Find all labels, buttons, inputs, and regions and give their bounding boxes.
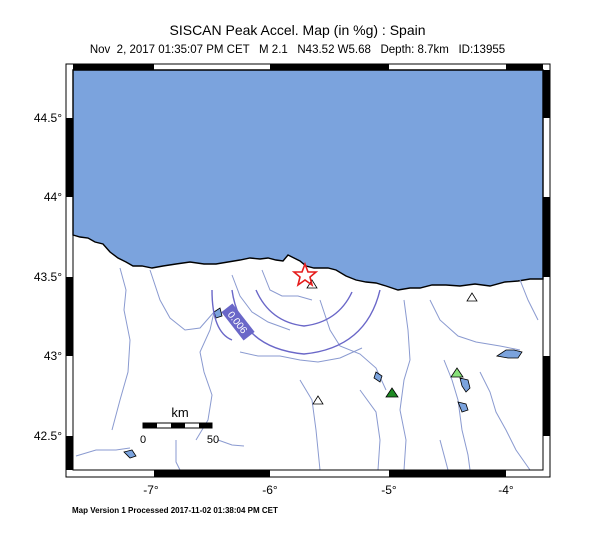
station-marker: [466, 292, 478, 302]
scale-zero: 0: [140, 434, 146, 446]
map-footer: Map Version 1 Processed 2017-11-02 01:38…: [72, 506, 278, 515]
y-tick-label: 43°: [44, 349, 62, 363]
x-tick-label: -6°: [262, 483, 278, 497]
y-tick-label: 44°: [44, 190, 62, 204]
x-tick-label: -5°: [381, 483, 397, 497]
station-marker: [312, 395, 324, 405]
y-tick-label: 43.5°: [34, 270, 62, 284]
map-subtitle: Nov 2, 2017 01:35:07 PM CET M 2.1 N43.52…: [89, 44, 506, 56]
map-frame: [65, 63, 551, 478]
scale-unit: km: [171, 405, 188, 420]
reservoirs: [123, 307, 523, 459]
scale-bar: km 0 50: [140, 405, 219, 446]
station-marker: [450, 367, 464, 378]
epicenter-star-icon: [291, 261, 319, 287]
station-marker: [385, 387, 399, 398]
y-tick-label: 42.5°: [34, 429, 62, 443]
x-axis-labels: -7° -6° -5° -4°: [143, 483, 514, 497]
map-title: SISCAN Peak Accel. Map (in %g) : Spain: [169, 22, 426, 38]
rivers: [75, 267, 539, 471]
y-tick-label: 44.5°: [34, 111, 62, 125]
x-tick-label: -7°: [143, 483, 159, 497]
stations: [306, 279, 478, 405]
x-tick-label: -4°: [498, 483, 514, 497]
coastline: [72, 69, 544, 291]
scale-max: 50: [207, 434, 219, 446]
y-axis-labels: 44.5° 44° 43.5° 43° 42.5°: [34, 111, 62, 443]
